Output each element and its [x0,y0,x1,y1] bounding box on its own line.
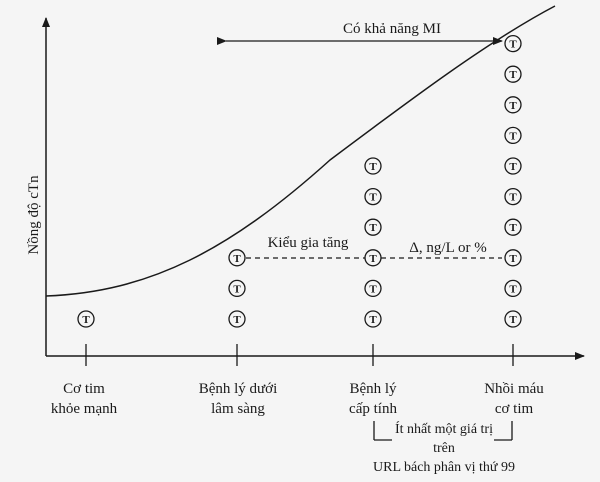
marker-circle [504,126,522,145]
troponin-marker-mi: T [504,96,522,114]
category-healthy-line2: khỏe mạnh [51,401,118,417]
delta-label: Δ, ng/L or % [409,240,486,256]
marker-letter: T [509,100,517,112]
troponin-marker-mi: T [504,34,522,53]
troponin-marker-mi: T [504,65,522,83]
marker-letter: T [233,314,241,326]
troponin-marker-mi: T [504,157,522,175]
marker-circle [504,310,522,328]
marker-circle [504,157,522,175]
marker-circle [504,187,522,206]
marker-circle [228,310,246,328]
marker-letter: T [509,192,517,204]
category-subclinical-line1: Bệnh lý dưới [199,381,278,397]
troponin-marker-acute: T [364,157,382,175]
marker-circle [228,279,246,298]
threshold-note-line2: trên [433,441,455,456]
concentration-curve [45,5,556,297]
threshold-note-line1: Ít nhất một giá trị [395,420,493,437]
marker-circle [228,249,246,267]
marker-circle [504,65,522,83]
troponin-marker-healthy: T [77,310,95,328]
troponin-marker-mi: T [504,187,522,206]
marker-letter: T [369,192,377,204]
troponin-marker-subclinical: T [228,249,246,267]
troponin-marker-acute: T [364,187,382,206]
troponin-marker-subclinical: T [228,310,246,328]
marker-circle [364,187,382,206]
category-acute-line1: Bệnh lý [349,381,397,397]
category-healthy-line1: Cơ tim [63,381,105,397]
marker-letter: T [509,130,517,142]
marker-letter: T [509,253,517,265]
possible-mi-label: Có khả năng MI [343,21,441,37]
marker-circle [504,218,522,236]
troponin-marker-acute: T [364,310,382,328]
marker-letter: T [82,314,90,326]
troponin-marker-subclinical: T [228,279,246,298]
marker-letter: T [509,39,517,51]
marker-letter: T [509,69,517,81]
troponin-marker-mi: T [504,279,522,298]
troponin-markers: T T T T T T T T T T T T T T T T T T T T [77,34,522,328]
troponin-marker-mi: T [504,249,522,267]
marker-letter: T [509,161,517,173]
marker-letter: T [509,314,517,326]
marker-circle [364,279,382,298]
troponin-marker-acute: T [364,279,382,298]
marker-circle [364,249,382,267]
troponin-marker-mi: T [504,310,522,328]
threshold-note-line3: URL bách phân vị thứ 99 [373,460,515,475]
marker-letter: T [369,222,377,234]
marker-circle [364,157,382,175]
troponin-marker-mi: T [504,218,522,236]
marker-circle [504,249,522,267]
rise-pattern-label: Kiểu gia tăng [268,235,349,251]
marker-letter: T [509,222,517,234]
marker-circle [504,34,522,53]
y-axis-label: Nồng độ cTn [26,175,42,255]
marker-letter: T [233,283,241,295]
category-mi-line2: cơ tim [495,401,534,417]
marker-circle [504,279,522,298]
marker-circle [77,310,95,328]
marker-letter: T [369,161,377,173]
category-mi-line1: Nhồi máu [484,381,544,397]
marker-circle [364,218,382,236]
troponin-marker-acute: T [364,218,382,236]
category-subclinical-line2: lâm sàng [211,401,265,417]
marker-letter: T [233,253,241,265]
category-acute-line2: cấp tính [349,401,397,417]
marker-circle [504,96,522,114]
marker-letter: T [369,283,377,295]
marker-letter: T [369,253,377,265]
troponin-marker-mi: T [504,126,522,145]
marker-letter: T [369,314,377,326]
marker-circle [364,310,382,328]
troponin-marker-acute: T [364,249,382,267]
marker-letter: T [509,283,517,295]
